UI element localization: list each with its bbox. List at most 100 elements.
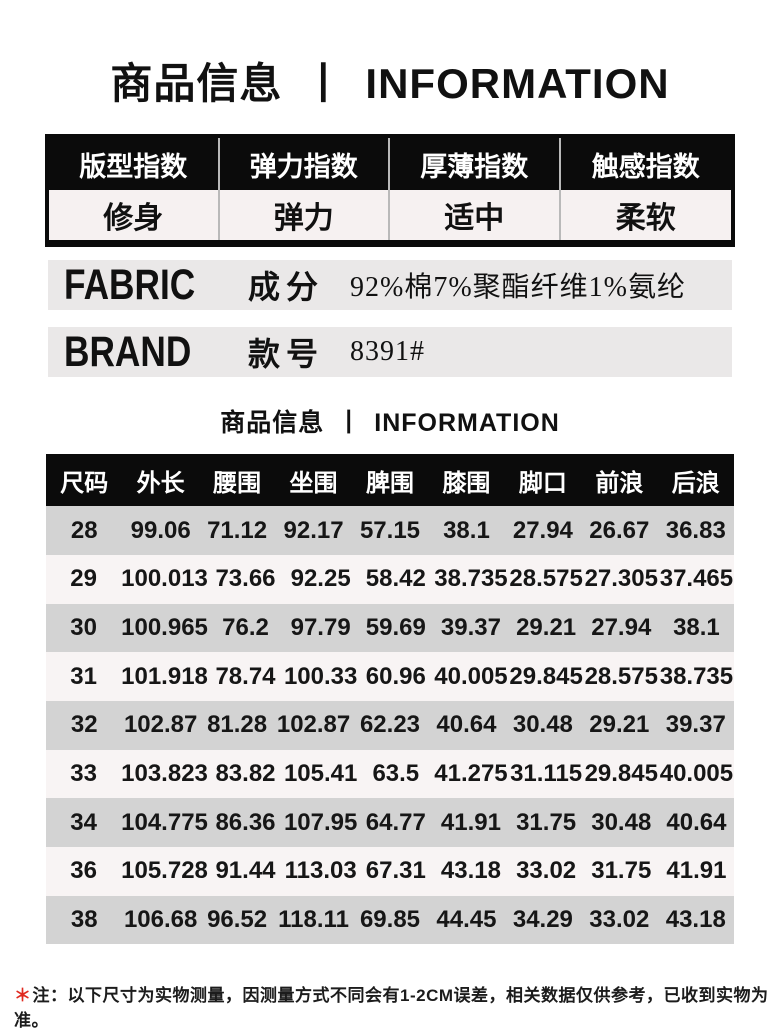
size-chart-cell: 38.1 [673, 614, 720, 642]
size-chart-cell: 40.005 [659, 760, 734, 788]
size-chart-cell: 105.728 [121, 857, 208, 885]
size-chart-cell: 29 [70, 565, 97, 593]
size-chart-cell: 91.44 [215, 857, 276, 885]
size-chart-cell: 27.94 [512, 516, 573, 544]
size-chart-row: 30 100.965 76.2 97.79 59.69 39.37 29.21 27.94 38… [46, 603, 734, 653]
size-chart-row: 28 99.06 71.12 92.17 57.15 38.1 27.94 26.67 36.8… [46, 506, 734, 555]
size-chart-cell: 104.775 [121, 808, 208, 836]
size-chart-cell: 81.28 [207, 711, 268, 739]
size-chart-header-cell: 脚口 [518, 469, 567, 497]
size-chart-cell: 99.06 [130, 516, 191, 544]
size-chart-cell: 43.18 [665, 906, 726, 934]
size-chart-cell: 60.96 [365, 662, 426, 690]
size-chart-cell: 38.735 [659, 662, 734, 690]
size-chart-cell: 37.465 [659, 565, 734, 593]
size-chart-cell: 41.91 [666, 857, 727, 885]
attribute-row-brand: BRAND 款号 8391# [48, 327, 732, 378]
size-chart-row: 29 100.013 73.66 92.25 58.42 38.735 28.575 27.3… [46, 554, 734, 604]
size-chart-header-cell: 腰围 [213, 469, 262, 497]
size-chart-cell: 26.67 [589, 516, 650, 544]
size-chart-cell: 71.12 [207, 516, 268, 544]
size-chart-cell: 31.115 [510, 760, 583, 788]
size-chart-cell: 83.82 [215, 760, 276, 788]
footnote-prefix: 注： [32, 986, 68, 1006]
size-chart-cell: 100.013 [121, 565, 208, 593]
size-chart-cell: 40.64 [666, 808, 727, 836]
size-chart-cell: 41.91 [440, 808, 501, 836]
size-chart-cell: 33 [70, 760, 97, 788]
index-value-cell: 修身 [49, 190, 220, 241]
attribute-value: 8391# [350, 336, 426, 368]
attribute-label: 款号 [248, 336, 325, 373]
size-chart-cell: 73.66 [215, 565, 276, 593]
attribute-tag: FABRIC [64, 260, 196, 309]
size-chart-cell: 29.845 [584, 760, 658, 788]
index-table: 版型指数 弹力指数 厚薄指数 触感指数 修身 弹力 适中 柔软 [45, 134, 735, 248]
size-chart-cell: 57.15 [359, 516, 421, 544]
section-title-zh: 商品信息 [220, 409, 325, 438]
page-title-zh: 商品信息 [110, 60, 283, 107]
size-chart-cell: 30 [70, 614, 97, 642]
size-chart-cell: 30.48 [512, 711, 573, 739]
index-value-cell: 弹力 [219, 190, 390, 241]
section-title-separator: 丨 [336, 409, 363, 438]
footnote-star: ＊ [14, 986, 32, 1006]
size-chart-cell: 38 [70, 906, 98, 934]
size-chart-cell: 100.33 [283, 662, 358, 690]
attribute-label: 成分 [248, 269, 325, 306]
size-chart-cell: 36.83 [665, 516, 726, 544]
size-chart-cell: 31.75 [591, 857, 652, 885]
attribute-row-fabric: FABRIC 成分 92%棉7%聚酯纤维1%氨纶 [48, 260, 732, 311]
section-title: 商品信息丨 INFORMATION [0, 403, 780, 439]
size-chart-cell: 92.25 [290, 565, 351, 593]
size-chart-cell: 43.18 [440, 857, 501, 885]
size-chart-cell: 36 [70, 857, 97, 885]
size-chart-cell: 69.85 [359, 906, 421, 934]
size-chart-cell: 38.735 [434, 565, 508, 593]
size-chart-cell: 59.69 [365, 614, 426, 642]
size-chart-cell: 27.305 [584, 565, 658, 593]
size-chart-cell: 62.23 [359, 711, 421, 739]
size-chart-cell: 32 [70, 711, 98, 739]
size-chart-cell: 41.275 [434, 760, 508, 788]
size-chart-row: 31 101.918 78.74 100.33 60.96 40.005 29.845 28.… [46, 652, 734, 702]
page-title: 商品信息丨 INFORMATION [0, 0, 780, 108]
size-chart-cell: 39.37 [665, 711, 726, 739]
size-chart-table: 尺码 外长 腰围 坐围 脾围 膝围 脚口 前浪 后浪 28 99.06 71.12 92.17 57.15… [46, 454, 734, 945]
size-chart-cell: 97.79 [290, 614, 351, 642]
size-chart-cell: 31 [70, 662, 97, 690]
size-chart-cell: 64.77 [365, 808, 426, 836]
size-chart-cell: 34.29 [512, 906, 573, 934]
size-chart-cell: 76.2 [222, 614, 269, 642]
index-header-cell: 触感指数 [560, 138, 731, 191]
size-chart-cell: 78.74 [215, 662, 276, 690]
size-chart-cell: 38.1 [443, 516, 490, 544]
index-value-cell: 柔软 [560, 190, 731, 241]
size-chart-cell: 40.005 [434, 662, 508, 690]
index-header-cell: 弹力指数 [219, 138, 390, 191]
size-chart-header-cell: 前浪 [595, 469, 644, 497]
size-chart-cell: 113.03 [284, 857, 357, 885]
size-chart-cell: 86.36 [215, 808, 276, 836]
size-chart-cell: 92.17 [283, 516, 344, 544]
size-chart-cell: 29.21 [589, 711, 650, 739]
size-chart-cell: 27.94 [591, 614, 652, 642]
size-chart-row: 36 105.728 91.44 113.03 67.31 43.18 33.02 31.75… [46, 847, 734, 896]
size-chart-header-cell: 尺码 [60, 469, 109, 497]
size-chart-cell: 44.45 [436, 906, 497, 934]
size-chart-cell: 106.68 [123, 906, 198, 934]
size-chart-cell: 33.02 [589, 906, 650, 934]
attribute-value: 92%棉7%聚酯纤维1%氨纶 [350, 272, 686, 304]
size-chart-cell: 107.95 [283, 808, 358, 836]
size-chart-row: 33 103.823 83.82 105.41 63.5 41.275 31.115 29.8… [46, 749, 734, 799]
size-chart-cell: 100.965 [121, 614, 208, 642]
size-chart-cell: 101.918 [121, 662, 208, 690]
size-chart-header-cell: 坐围 [289, 469, 338, 497]
size-chart-cell: 29.845 [509, 662, 583, 690]
size-chart-cell: 102.87 [123, 711, 198, 739]
size-chart-cell: 28.575 [584, 662, 658, 690]
size-chart-header-cell: 后浪 [671, 469, 720, 497]
size-chart-header-cell: 膝围 [442, 469, 491, 497]
size-chart-cell: 67.31 [365, 857, 426, 885]
